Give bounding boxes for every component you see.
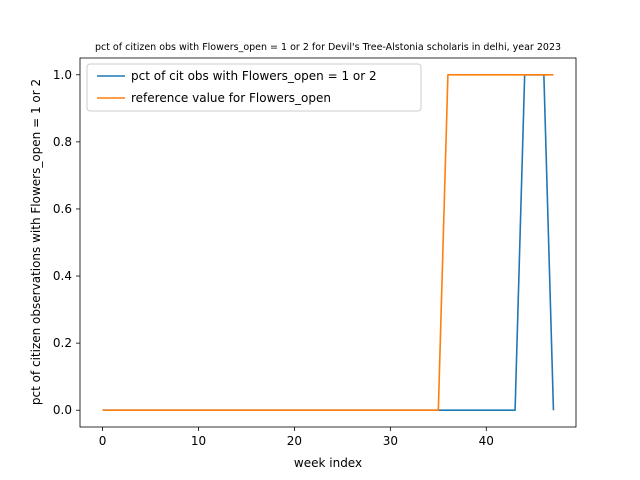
x-tick-label: 30	[383, 434, 398, 448]
y-tick-label: 0.8	[53, 135, 72, 149]
plot-frame	[79, 57, 577, 428]
legend: pct of cit obs with Flowers_open = 1 or …	[86, 63, 422, 112]
y-tick-label: 0.4	[53, 269, 72, 283]
series-line-2	[102, 73, 554, 412]
x-tick-label: 0	[99, 434, 107, 448]
chart-title: pct of citizen obs with Flowers_open = 1…	[95, 42, 561, 53]
x-tick-label: 20	[287, 434, 302, 448]
x-tick-label: 40	[479, 434, 494, 448]
x-tick-label: 10	[191, 434, 206, 448]
x-axis-label: week index	[294, 456, 362, 470]
legend-label-series-1: pct of cit obs with Flowers_open = 1 or …	[131, 69, 377, 83]
y-tick-label: 0.6	[53, 202, 72, 216]
y-tick-label: 0.2	[53, 336, 72, 350]
series-layer	[102, 73, 555, 412]
y-tick-label: 1.0	[53, 68, 72, 82]
legend-box	[86, 63, 422, 112]
y-axis-label: pct of citizen observations with Flowers…	[29, 79, 43, 405]
legend-label-series-2: reference value for Flowers_open	[131, 91, 331, 105]
y-tick-label: 0.0	[53, 403, 72, 417]
ticks-layer: 0 10 20 30 40 0.0 0.2 0.4 0.6 0.8 1.0	[53, 68, 494, 448]
